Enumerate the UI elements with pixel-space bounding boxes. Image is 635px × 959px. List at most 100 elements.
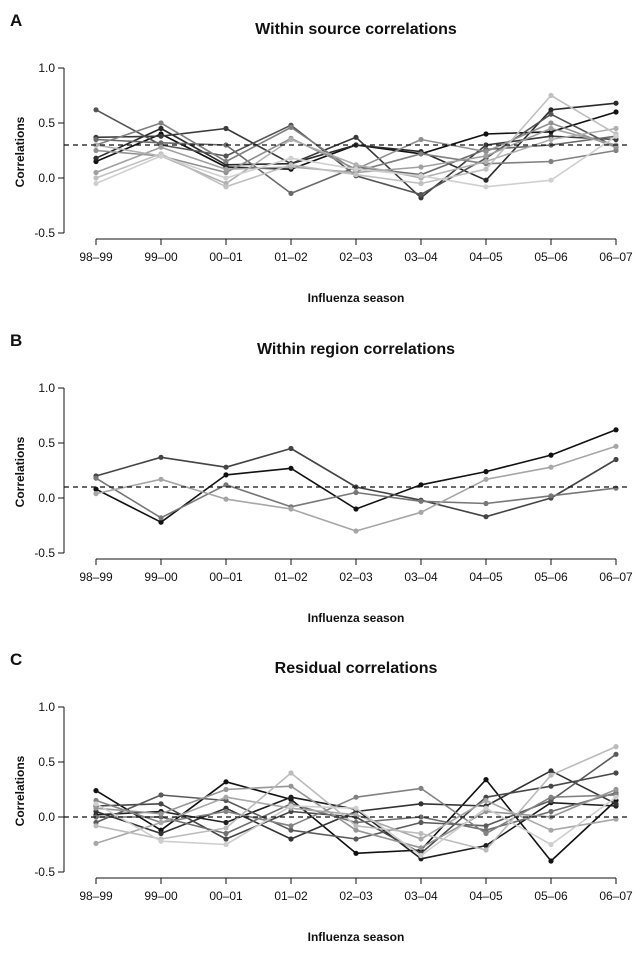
data-point-c-9 xyxy=(223,825,229,831)
y-tick-label-a: 0.0 xyxy=(38,171,55,185)
data-point-c-5 xyxy=(548,808,554,815)
x-axis-label-a: Influenza season xyxy=(308,291,405,305)
data-point-a-3 xyxy=(418,191,424,198)
data-point-c-6 xyxy=(548,794,554,800)
x-tick-label-b: 00–01 xyxy=(209,570,243,584)
data-point-c-9 xyxy=(353,823,359,829)
data-point-c-4 xyxy=(483,823,489,829)
chart-c-svg: C Residual correlations Correlations Inf… xyxy=(10,650,633,944)
data-point-a-2 xyxy=(158,133,164,139)
data-point-a-2 xyxy=(223,125,229,132)
x-tick-label-c: 02–03 xyxy=(339,889,373,903)
data-point-c-4 xyxy=(418,819,424,826)
x-tick-label-c: 03–04 xyxy=(404,889,438,903)
data-point-c-8 xyxy=(418,836,424,842)
data-point-c-7 xyxy=(613,786,619,793)
data-point-a-3 xyxy=(93,107,99,113)
data-point-b-0 xyxy=(548,452,554,458)
data-point-b-0 xyxy=(93,486,99,492)
data-point-a-1 xyxy=(158,125,164,132)
data-point-a-7 xyxy=(548,125,554,132)
data-point-c-1 xyxy=(483,843,489,849)
y-tick-label-a: -0.5 xyxy=(34,226,55,240)
data-point-b-3 xyxy=(418,509,424,515)
data-point-a-7 xyxy=(223,166,229,172)
data-point-a-0 xyxy=(613,109,619,115)
data-point-a-6 xyxy=(483,149,489,155)
data-point-c-7 xyxy=(353,827,359,833)
data-point-c-3 xyxy=(223,836,229,842)
chart-title-c: Residual correlations xyxy=(275,660,438,677)
data-point-c-10 xyxy=(223,841,229,848)
data-point-b-2 xyxy=(93,475,99,481)
data-point-b-2 xyxy=(223,482,229,488)
x-tick-label-b: 03–04 xyxy=(404,570,438,584)
y-tick-label-c: 0.0 xyxy=(38,810,55,824)
data-point-b-1 xyxy=(158,454,164,460)
data-point-c-0 xyxy=(353,850,359,856)
x-tick-label-c: 04–05 xyxy=(469,889,503,903)
data-point-b-0 xyxy=(613,427,619,433)
x-tick-label-c: 00–01 xyxy=(209,889,243,903)
data-point-a-4 xyxy=(93,136,99,143)
y-tick-label-c: 0.5 xyxy=(38,755,55,769)
data-point-c-3 xyxy=(613,770,619,776)
x-tick-label-c: 99–00 xyxy=(144,889,178,903)
data-point-a-10 xyxy=(613,133,619,139)
panel-letter-a: A xyxy=(10,11,22,30)
data-point-a-2 xyxy=(483,142,489,148)
data-point-b-3 xyxy=(483,476,489,482)
data-point-c-3 xyxy=(158,801,164,807)
panel-c: C Residual correlations Correlations Inf… xyxy=(0,639,635,959)
data-point-c-1 xyxy=(223,819,229,826)
panel-b: B Within region correlations Correlation… xyxy=(0,320,635,640)
data-point-c-9 xyxy=(548,772,554,778)
x-tick-label-a: 03–04 xyxy=(404,250,438,264)
data-point-a-8 xyxy=(483,158,489,165)
data-point-c-9 xyxy=(93,823,99,829)
data-point-c-4 xyxy=(158,792,164,798)
y-axis-label-a: Correlations xyxy=(13,116,27,187)
x-tick-label-b: 05–06 xyxy=(534,570,568,584)
data-point-c-2 xyxy=(418,801,424,807)
data-point-c-9 xyxy=(418,830,424,837)
data-point-c-10 xyxy=(548,841,554,848)
chart-a-svg: A Within source correlations Correlation… xyxy=(10,11,633,305)
data-point-c-0 xyxy=(548,858,554,864)
data-point-c-10 xyxy=(353,805,359,811)
data-point-b-1 xyxy=(223,464,229,470)
data-point-c-1 xyxy=(288,794,294,800)
x-axis-label-b: Influenza season xyxy=(308,611,405,625)
data-point-a-10 xyxy=(548,177,554,183)
data-point-b-0 xyxy=(418,482,424,488)
data-point-b-0 xyxy=(353,506,359,512)
data-point-a-6 xyxy=(93,147,99,154)
data-point-b-3 xyxy=(158,476,164,482)
data-point-a-10 xyxy=(353,166,359,172)
data-point-a-5 xyxy=(288,124,294,130)
x-tick-label-a: 05–06 xyxy=(534,250,568,264)
data-point-a-7 xyxy=(93,169,99,176)
data-point-b-3 xyxy=(613,443,619,449)
data-point-c-5 xyxy=(223,830,229,837)
data-point-a-7 xyxy=(483,153,489,159)
data-point-a-10 xyxy=(483,184,489,190)
data-point-c-3 xyxy=(548,783,554,789)
chart-title-b: Within region correlations xyxy=(257,341,455,358)
data-point-a-6 xyxy=(548,120,554,126)
y-tick-label-b: 0.5 xyxy=(38,436,55,450)
data-point-c-2 xyxy=(288,836,294,842)
data-point-c-2 xyxy=(158,830,164,837)
data-point-c-6 xyxy=(418,785,424,791)
series-line-b-2 xyxy=(95,477,617,519)
data-point-a-5 xyxy=(548,158,554,165)
y-tick-label-b: 0.0 xyxy=(38,491,55,505)
data-point-b-2 xyxy=(548,493,554,499)
data-point-b-3 xyxy=(288,506,294,512)
data-point-b-0 xyxy=(483,469,489,475)
data-point-b-1 xyxy=(613,456,619,463)
data-point-b-2 xyxy=(418,498,424,504)
x-tick-label-c: 05–06 xyxy=(534,889,568,903)
y-tick-label-a: 0.5 xyxy=(38,116,55,130)
data-point-a-5 xyxy=(418,151,424,157)
